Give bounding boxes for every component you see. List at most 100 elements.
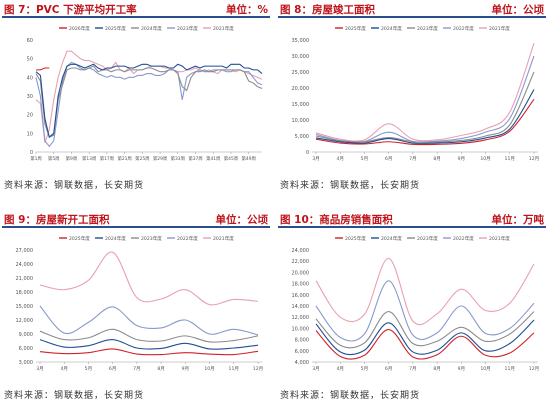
y-tick-label: 5,000 bbox=[295, 134, 309, 140]
series-line bbox=[315, 280, 535, 342]
legend-label: 2023年度 bbox=[141, 235, 162, 242]
x-tick-label: 4月 bbox=[336, 366, 344, 372]
series-line bbox=[315, 71, 535, 143]
legend-label: 2021年度 bbox=[489, 25, 510, 32]
y-tick-label: 10,000 bbox=[292, 118, 310, 124]
y-tick-label: 24,000 bbox=[292, 248, 310, 254]
y-tick-label: 9,000 bbox=[19, 332, 33, 338]
series-line bbox=[315, 89, 535, 144]
x-tick-label: 3月 bbox=[312, 366, 320, 372]
series-line bbox=[315, 311, 535, 349]
legend-label: 2021年度 bbox=[489, 235, 510, 242]
y-tick-label: 0 bbox=[30, 150, 33, 156]
x-tick-label: 第25周 bbox=[135, 155, 149, 162]
series-line bbox=[39, 348, 259, 356]
x-tick-label: 12月 bbox=[529, 156, 539, 162]
header-rule bbox=[2, 16, 270, 18]
legend-label: 2024年度 bbox=[381, 235, 402, 242]
x-tick-label: 6月 bbox=[109, 366, 117, 372]
x-tick-label: 4月 bbox=[60, 366, 68, 372]
unit-label: 单位：万吨 bbox=[491, 214, 545, 226]
x-tick-label: 5月 bbox=[361, 366, 369, 372]
legend-label: 2021年度 bbox=[213, 235, 234, 242]
y-tick-label: 22,000 bbox=[292, 259, 310, 265]
y-tick-label: 24,000 bbox=[16, 262, 34, 268]
x-tick-label: 11月 bbox=[505, 156, 515, 162]
legend-label: 2023年度 bbox=[417, 25, 438, 32]
x-tick-label: 第17周 bbox=[100, 155, 114, 162]
x-tick-label: 10月 bbox=[204, 366, 214, 372]
x-tick-label: 7月 bbox=[409, 366, 417, 372]
legend-label: 2024年度 bbox=[105, 235, 126, 242]
series-line bbox=[315, 319, 535, 356]
figure-title: 图 10：商品房销售面积 bbox=[280, 214, 393, 226]
series-line bbox=[315, 98, 535, 146]
figure-title: 图 8：房屋竣工面积 bbox=[280, 4, 375, 16]
legend-label: 2022年度 bbox=[453, 25, 474, 32]
line-chart: 2025年度 2024年度 2023年度 2022年度 2021年度 0 5,000 10,0… bbox=[292, 25, 540, 162]
y-tick-label: 30,000 bbox=[292, 54, 310, 60]
x-tick-label: 6月 bbox=[385, 156, 393, 162]
x-tick-label: 3月 bbox=[36, 366, 44, 372]
figure-title: 图 7：PVC 下游平均开工率 bbox=[4, 4, 137, 16]
legend-label: 2024年度 bbox=[381, 25, 402, 32]
legend-label: 2023年度 bbox=[417, 235, 438, 242]
y-tick-label: 10 bbox=[27, 131, 33, 137]
y-tick-label: 4,000 bbox=[295, 360, 309, 366]
header-rule bbox=[278, 16, 546, 18]
source-note: 资料来源：钢联数据，长安期货 bbox=[4, 391, 145, 401]
x-tick-label: 第41周 bbox=[206, 155, 220, 162]
y-tick-label: 12,000 bbox=[16, 318, 34, 324]
legend-label: 2024年度 bbox=[141, 25, 162, 32]
x-tick-label: 第5周 bbox=[48, 155, 60, 162]
legend-label: 2022年度 bbox=[177, 235, 198, 242]
x-tick-label: 第9周 bbox=[66, 155, 78, 162]
x-tick-label: 第45周 bbox=[224, 155, 238, 162]
x-tick-label: 8月 bbox=[433, 156, 441, 162]
x-tick-label: 第49周 bbox=[242, 155, 256, 162]
panel-pvc-operating-rate: 图 7：PVC 下游平均开工率 单位：% 2026年度 2025年度 2024年度 2… bbox=[2, 2, 270, 202]
panel-commercial-housing-sales: 图 10：商品房销售面积 单位：万吨 2025年度 2024年度 2023年度 202… bbox=[278, 212, 546, 412]
header-rule bbox=[278, 226, 546, 228]
line-chart: 2026年度 2025年度 2024年度 2023年度 2021年度 0 10 20 30 40 5… bbox=[27, 25, 263, 162]
source-note: 资料来源：钢联数据，长安期货 bbox=[280, 181, 421, 191]
x-tick-label: 第13周 bbox=[82, 155, 96, 162]
x-tick-label: 12月 bbox=[253, 366, 263, 372]
x-tick-label: 7月 bbox=[409, 156, 417, 162]
series-line bbox=[39, 305, 259, 336]
y-tick-label: 14,000 bbox=[292, 304, 310, 310]
series-line bbox=[35, 65, 263, 138]
y-tick-label: 0 bbox=[306, 150, 309, 156]
x-tick-label: 第37周 bbox=[188, 155, 202, 162]
x-tick-label: 3月 bbox=[312, 156, 320, 162]
x-tick-label: 第29周 bbox=[153, 155, 167, 162]
y-tick-label: 15,000 bbox=[292, 102, 310, 108]
y-tick-label: 27,000 bbox=[16, 248, 34, 254]
legend-label: 2026年度 bbox=[69, 25, 90, 32]
x-tick-label: 9月 bbox=[458, 156, 466, 162]
series-line bbox=[315, 43, 535, 142]
x-tick-label: 8月 bbox=[157, 366, 165, 372]
y-tick-label: 18,000 bbox=[292, 282, 310, 288]
series-line bbox=[35, 61, 263, 148]
series-line bbox=[35, 63, 263, 139]
x-tick-label: 12月 bbox=[529, 366, 539, 372]
panel-completion-area: 图 8：房屋竣工面积 单位：公顷 2025年度 2024年度 2023年度 2022年… bbox=[278, 2, 546, 202]
panel-header: 图 7：PVC 下游平均开工率 单位：% bbox=[2, 2, 270, 18]
legend-label: 2025年度 bbox=[105, 25, 126, 32]
source-note: 资料来源：钢联数据，长安期货 bbox=[280, 391, 421, 401]
y-tick-label: 10,000 bbox=[292, 326, 310, 332]
y-tick-label: 30 bbox=[27, 94, 33, 100]
y-tick-label: 18,000 bbox=[16, 290, 34, 296]
x-tick-label: 4月 bbox=[336, 156, 344, 162]
x-tick-label: 第33周 bbox=[171, 155, 185, 162]
x-tick-label: 6月 bbox=[385, 366, 393, 372]
header-rule bbox=[2, 226, 270, 228]
x-tick-label: 8月 bbox=[433, 366, 441, 372]
x-tick-label: 11月 bbox=[505, 366, 515, 372]
y-tick-label: 12,000 bbox=[292, 315, 310, 321]
y-tick-label: 8,000 bbox=[295, 338, 309, 344]
y-tick-label: 50 bbox=[27, 57, 33, 63]
y-tick-label: 15,000 bbox=[16, 304, 34, 310]
source-note: 资料来源：钢联数据，长安期货 bbox=[4, 181, 145, 191]
